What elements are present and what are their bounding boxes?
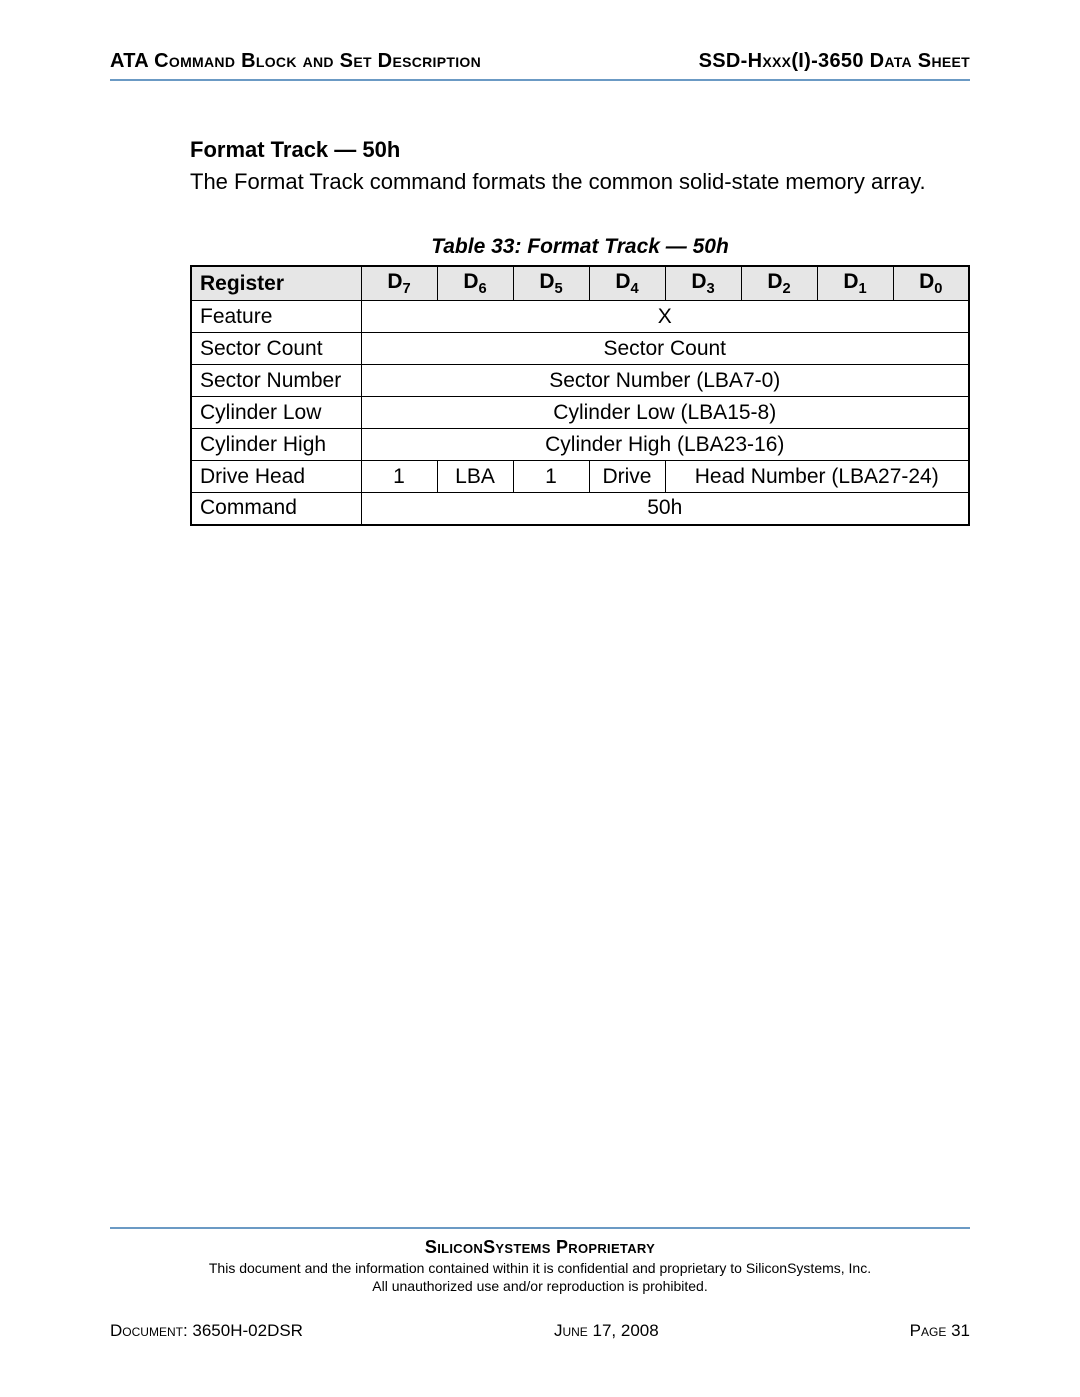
col-d3: D3	[665, 266, 741, 301]
cell-value: 50h	[361, 493, 969, 525]
table-row: FeatureX	[191, 301, 969, 333]
table-row: Command50h	[191, 493, 969, 525]
header-left: ATA Command Block and Set Description	[110, 50, 481, 73]
cell-register: Sector Count	[191, 333, 361, 365]
cell-register: Command	[191, 493, 361, 525]
cell-value: Head Number (LBA27-24)	[665, 461, 969, 493]
page-footer: SiliconSystems Proprietary This document…	[110, 1227, 970, 1341]
table-body: FeatureXSector CountSector CountSector N…	[191, 301, 969, 525]
table-row: Cylinder HighCylinder High (LBA23-16)	[191, 429, 969, 461]
cell-value: 1	[361, 461, 437, 493]
table-head: Register D7 D6 D5 D4 D3 D2 D1 D0	[191, 266, 969, 301]
footer-meta: Document: 3650H-02DSR June 17, 2008 Page…	[110, 1321, 970, 1341]
footer-proprietary: SiliconSystems Proprietary	[110, 1237, 970, 1258]
page-header: ATA Command Block and Set Description SS…	[110, 50, 970, 81]
col-d2: D2	[741, 266, 817, 301]
content-area: Format Track — 50h The Format Track comm…	[110, 81, 970, 526]
cell-register: Cylinder Low	[191, 397, 361, 429]
table-row: Sector NumberSector Number (LBA7-0)	[191, 365, 969, 397]
footer-rule	[110, 1227, 970, 1229]
cell-value: Cylinder Low (LBA15-8)	[361, 397, 969, 429]
col-d4: D4	[589, 266, 665, 301]
table-header-row: Register D7 D6 D5 D4 D3 D2 D1 D0	[191, 266, 969, 301]
cell-register: Cylinder High	[191, 429, 361, 461]
footer-document: Document: 3650H-02DSR	[110, 1321, 303, 1341]
cell-register: Drive Head	[191, 461, 361, 493]
register-table: Register D7 D6 D5 D4 D3 D2 D1 D0 Feature…	[190, 265, 970, 526]
col-register: Register	[191, 266, 361, 301]
cell-value: LBA	[437, 461, 513, 493]
cell-value: Cylinder High (LBA23-16)	[361, 429, 969, 461]
table-row: Sector CountSector Count	[191, 333, 969, 365]
cell-value: Sector Count	[361, 333, 969, 365]
table-caption: Table 33: Format Track — 50h	[190, 235, 970, 259]
header-right: SSD-Hxxx(I)-3650 Data Sheet	[699, 50, 970, 73]
col-d1: D1	[817, 266, 893, 301]
page-container: ATA Command Block and Set Description SS…	[0, 0, 1080, 1397]
cell-register: Sector Number	[191, 365, 361, 397]
cell-register: Feature	[191, 301, 361, 333]
col-d7: D7	[361, 266, 437, 301]
section-description: The Format Track command formats the com…	[190, 169, 970, 195]
cell-value: X	[361, 301, 969, 333]
table-row: Drive Head1LBA1DriveHead Number (LBA27-2…	[191, 461, 969, 493]
cell-value: Drive	[589, 461, 665, 493]
section-title: Format Track — 50h	[190, 137, 970, 163]
cell-value: Sector Number (LBA7-0)	[361, 365, 969, 397]
table-row: Cylinder LowCylinder Low (LBA15-8)	[191, 397, 969, 429]
footer-date: June 17, 2008	[554, 1321, 659, 1341]
footer-page: Page 31	[910, 1321, 970, 1341]
col-d6: D6	[437, 266, 513, 301]
cell-value: 1	[513, 461, 589, 493]
col-d0: D0	[893, 266, 969, 301]
col-d5: D5	[513, 266, 589, 301]
footer-disclaimer: This document and the information contai…	[110, 1260, 970, 1295]
